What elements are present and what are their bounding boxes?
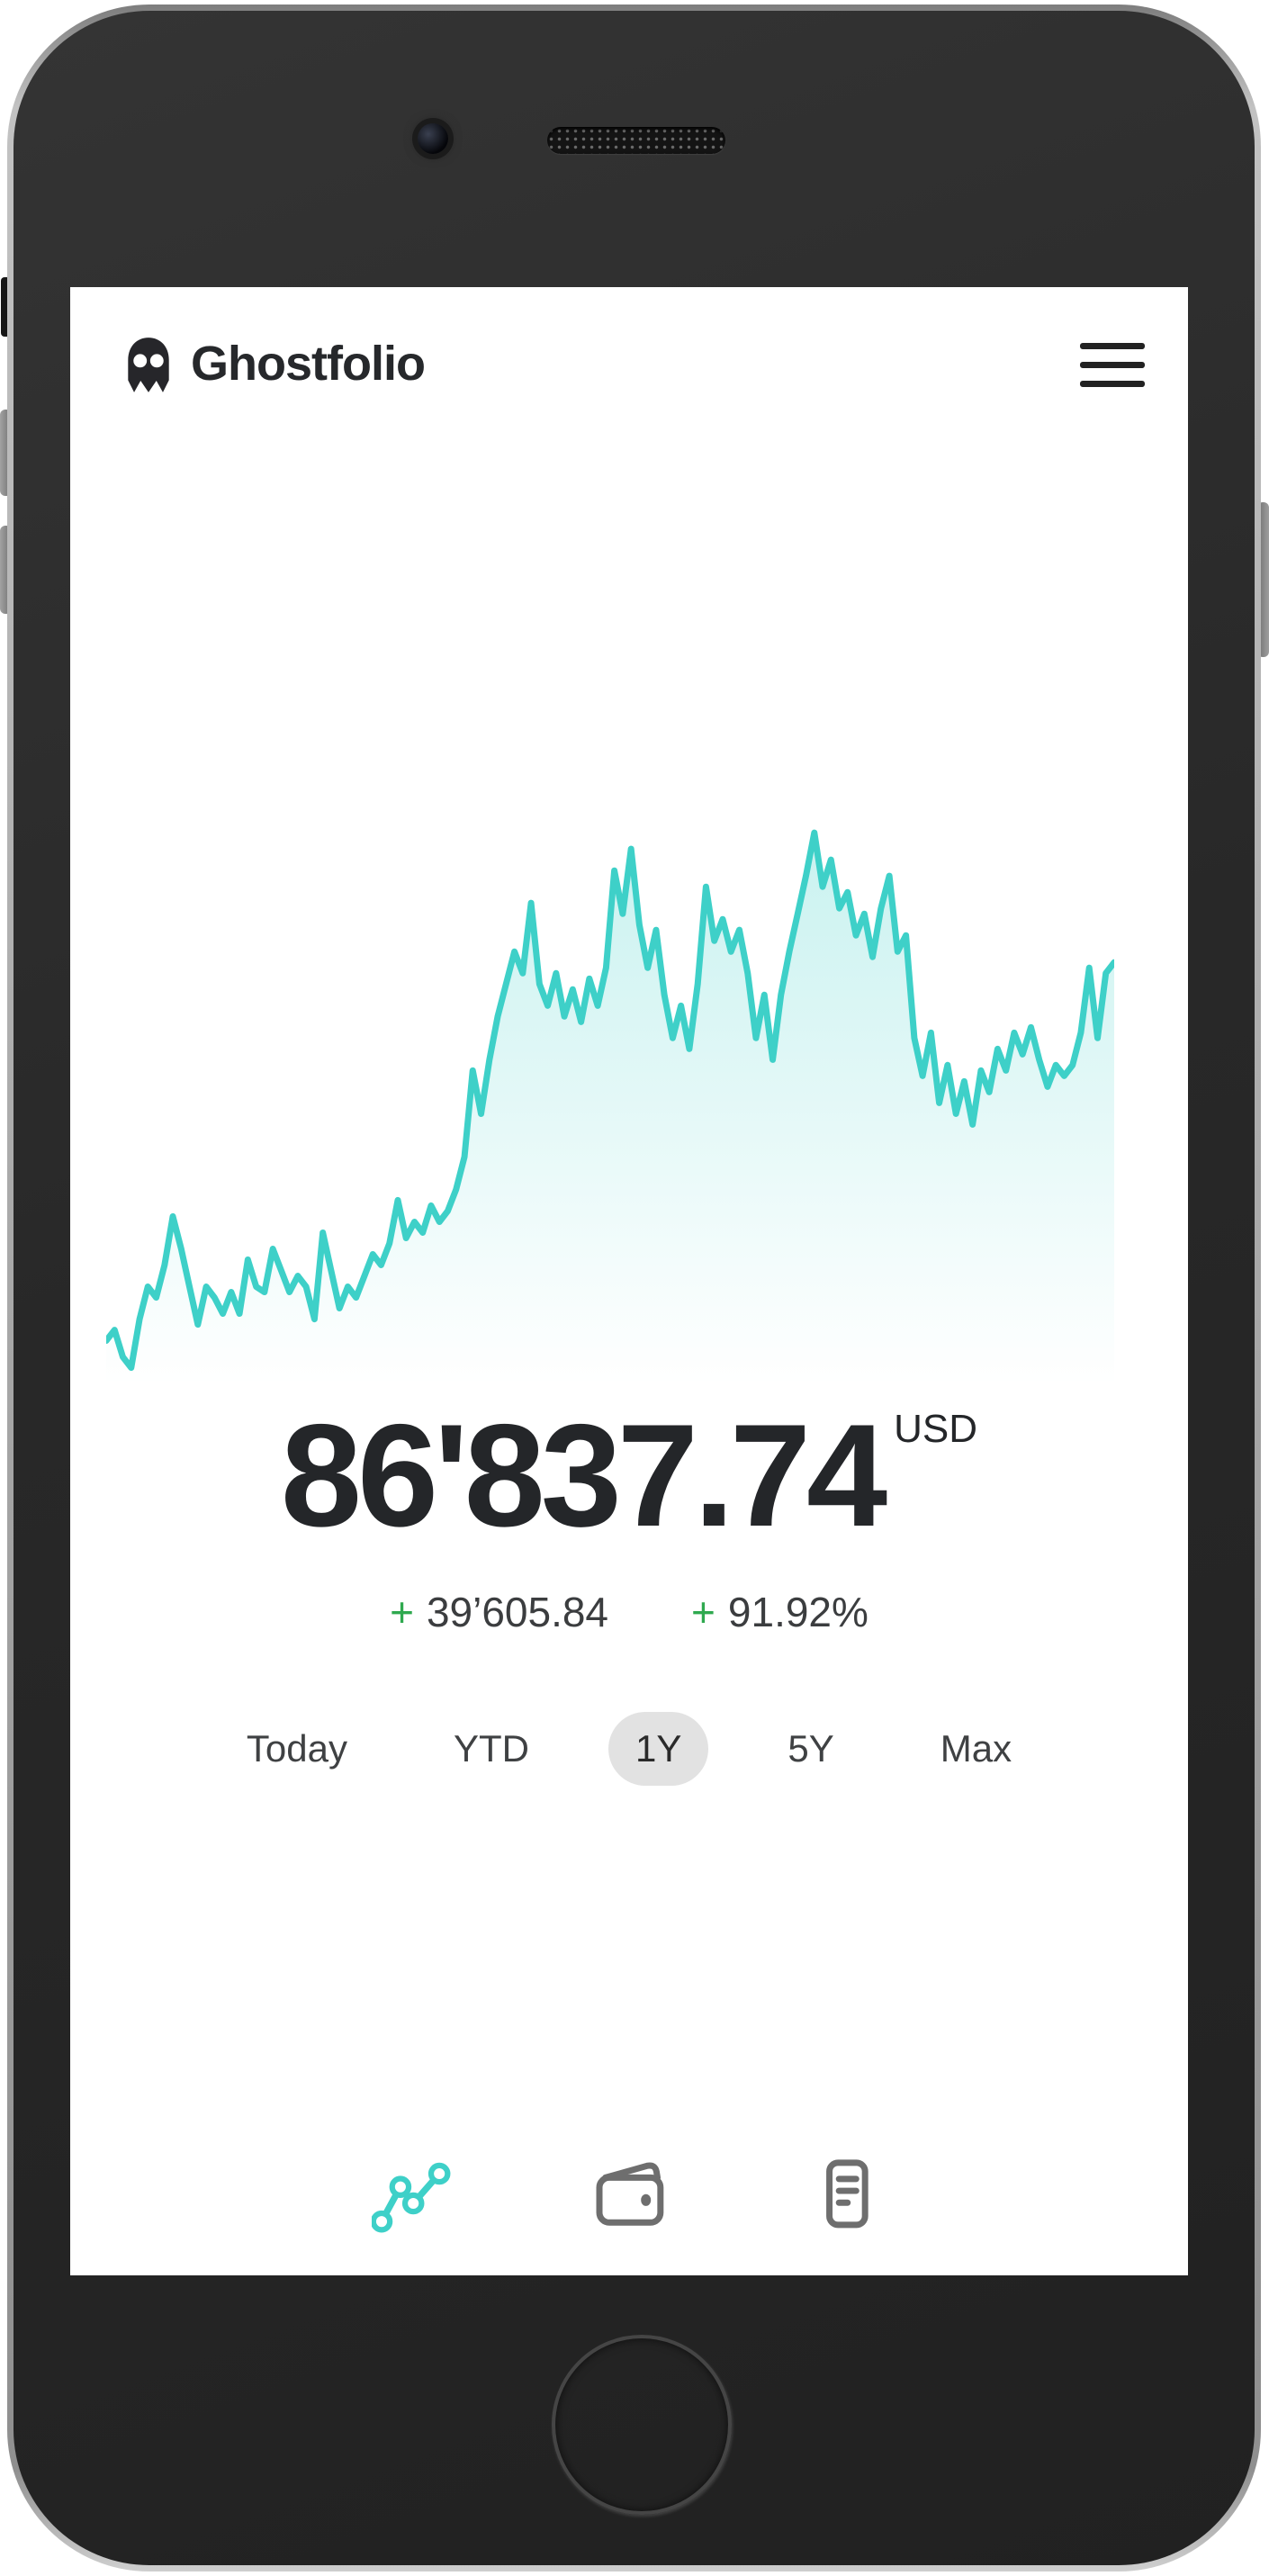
earpiece-speaker bbox=[547, 127, 725, 154]
currency-label: USD bbox=[894, 1407, 978, 1451]
range-button-today[interactable]: Today bbox=[246, 1727, 347, 1770]
range-button-5y[interactable]: 5Y bbox=[788, 1727, 834, 1770]
nav-report-icon[interactable] bbox=[807, 2154, 886, 2233]
nav-overview-line-chart-icon[interactable] bbox=[372, 2154, 451, 2233]
bottom-navigation bbox=[70, 2154, 1188, 2233]
range-button-max[interactable]: Max bbox=[940, 1727, 1012, 1770]
page-title: Ghostfolio bbox=[191, 337, 426, 391]
home-button[interactable] bbox=[552, 2335, 732, 2515]
front-camera bbox=[418, 123, 448, 154]
nav-wallet-icon[interactable] bbox=[590, 2154, 669, 2233]
plus-sign-icon: + bbox=[390, 1589, 414, 1635]
portfolio-value-block: 86'837.74 USD bbox=[70, 1403, 1188, 1549]
chart-line bbox=[106, 833, 1114, 1367]
range-button-1y[interactable]: 1Y bbox=[608, 1712, 709, 1786]
plus-sign-icon: + bbox=[691, 1589, 716, 1635]
app-header: Ghostfolio bbox=[70, 287, 1188, 413]
ghost-icon bbox=[128, 338, 169, 392]
change-absolute-value: 39’605.84 bbox=[426, 1589, 609, 1635]
phone-frame: Ghostfolio bbox=[7, 5, 1261, 2571]
app-screen: Ghostfolio bbox=[70, 287, 1188, 2275]
change-percent-value: 91.92% bbox=[727, 1589, 868, 1635]
hamburger-menu-icon[interactable] bbox=[1080, 343, 1145, 388]
change-percent: + 91.92% bbox=[691, 1588, 868, 1636]
phone-bezel: Ghostfolio bbox=[14, 11, 1255, 2565]
chart-area-fill bbox=[106, 833, 1114, 1385]
change-absolute: + 39’605.84 bbox=[390, 1588, 608, 1636]
range-button-ytd[interactable]: YTD bbox=[453, 1727, 529, 1770]
performance-chart[interactable] bbox=[106, 823, 1114, 1385]
portfolio-total-value: 86'837.74 bbox=[280, 1394, 887, 1557]
portfolio-change-row: + 39’605.84 + 91.92% bbox=[70, 1588, 1188, 1636]
date-range-selector: Today YTD 1Y 5Y Max bbox=[70, 1712, 1188, 1786]
